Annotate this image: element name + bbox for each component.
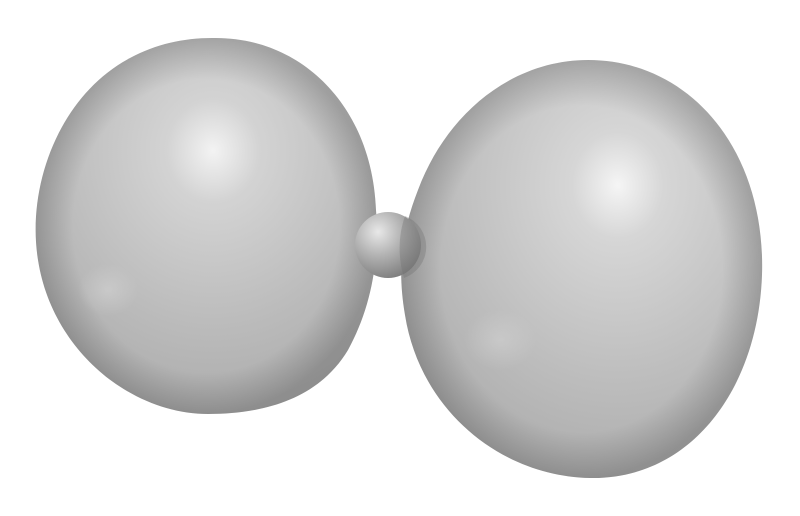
left-lobe: [35, 37, 377, 415]
nucleus: [355, 212, 427, 278]
right-lobe: [401, 60, 763, 479]
